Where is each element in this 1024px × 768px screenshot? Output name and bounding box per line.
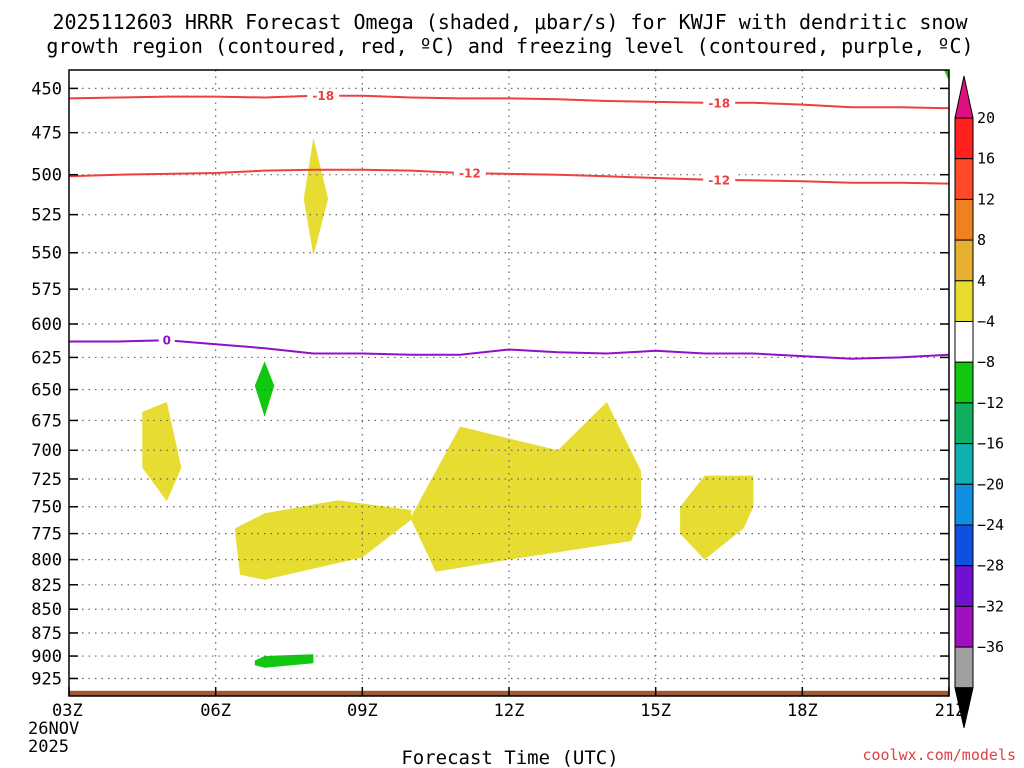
y-tick-label-475: 475 <box>31 124 62 144</box>
omega-region-positive-2 <box>235 500 412 580</box>
contour-label-bg-2-0 <box>158 333 175 348</box>
colorbar-label-0: 20 <box>977 109 995 127</box>
contour-label-0-0: -18 <box>312 89 334 103</box>
colorbar-segment-10 <box>954 524 974 567</box>
colorbar-segment-6 <box>954 361 974 404</box>
colorbar-label-10: −24 <box>977 516 1004 534</box>
x-tick-label-12: 12Z <box>494 701 525 721</box>
colorbar-segment-5 <box>954 321 974 363</box>
y-tick-label-625: 625 <box>31 348 62 368</box>
colorbar-label-11: −28 <box>977 557 1004 575</box>
colorbar-label-12: −32 <box>977 597 1004 615</box>
omega-region-positive-1 <box>142 402 182 502</box>
contour-label-bg-1-0 <box>453 166 486 181</box>
colorbar-segment-12 <box>954 605 974 648</box>
contour-label-2-0: 0 <box>163 334 171 348</box>
colorbar-segment-4 <box>954 280 974 322</box>
colorbar-segment-0 <box>954 117 974 160</box>
y-tick-label-800: 800 <box>31 551 62 571</box>
colorbar-segment-8 <box>954 443 974 485</box>
x-date-line-2: 2025 <box>28 737 69 757</box>
y-tick-label-650: 650 <box>31 381 62 401</box>
colorbar-label-13: −36 <box>977 638 1004 656</box>
colorbar-label-7: −12 <box>977 394 1004 412</box>
colorbar-label-8: −16 <box>977 435 1004 453</box>
y-tick-label-725: 725 <box>31 470 62 490</box>
y-tick-label-675: 675 <box>31 411 62 431</box>
x-tick-label-3: 03Z <box>52 701 83 721</box>
colorbar-segment-1 <box>954 158 974 200</box>
colorbar-label-9: −20 <box>977 475 1004 493</box>
x-axis-label: Forecast Time (UTC) <box>401 747 618 768</box>
contour-label-0-1: -18 <box>708 96 730 110</box>
omega-region-positive-0 <box>303 137 329 256</box>
x-tick-label-21: 21Z <box>935 701 966 721</box>
colorbar-label-4: 4 <box>977 272 986 290</box>
colorbar-segment-13 <box>954 646 974 689</box>
colorbar-label-3: 8 <box>977 231 986 249</box>
colorbar-label-5: −4 <box>977 313 995 331</box>
x-tick-label-6: 06Z <box>200 701 231 721</box>
colorbar-label-6: −8 <box>977 353 995 371</box>
omega-shaded-regions <box>142 70 949 668</box>
chart-title-line-1: 2025112603 HRRR Forecast Omega (shaded, … <box>52 10 968 34</box>
colorbar-segment-9 <box>954 483 974 526</box>
contour-line-2 <box>69 339 950 360</box>
colorbar-segment-2 <box>954 198 974 241</box>
x-tick-label-15: 15Z <box>640 701 671 721</box>
contour-line-0 <box>68 94 950 110</box>
y-tick-label-575: 575 <box>31 280 62 300</box>
omega-region-positive-3 <box>411 402 641 572</box>
y-tick-label-850: 850 <box>31 600 62 620</box>
y-tick-label-825: 825 <box>31 576 62 596</box>
contour-line-1 <box>68 168 950 185</box>
contour-label-bg-0-1 <box>703 95 736 110</box>
y-tick-label-775: 775 <box>31 525 62 545</box>
colorbar-label-1: 16 <box>977 150 995 168</box>
y-tick-label-500: 500 <box>31 166 62 186</box>
y-tick-label-875: 875 <box>31 624 62 644</box>
contour-label-bg-0-0 <box>307 88 340 103</box>
y-tick-label-600: 600 <box>31 315 62 335</box>
temperature-contours: -18 -18 -12 -12 0 <box>68 88 950 360</box>
y-tick-label-900: 900 <box>31 647 62 667</box>
y-tick-label-450: 450 <box>31 79 62 99</box>
colorbar-segment-3 <box>954 239 974 282</box>
x-tick-label-18: 18Z <box>787 701 818 721</box>
y-tick-label-700: 700 <box>31 441 62 461</box>
omega-region-positive-4 <box>680 475 754 560</box>
y-tick-label-750: 750 <box>31 498 62 518</box>
colorbar-segment-7 <box>954 402 974 445</box>
colorbar-label-2: 12 <box>977 190 995 208</box>
omega-region-negative-7 <box>944 70 949 82</box>
x-date-line-1: 26NOV <box>28 719 79 739</box>
x-tick-label-9: 09Z <box>347 701 378 721</box>
y-tick-label-525: 525 <box>31 206 62 226</box>
colorbar-top-arrow <box>954 75 974 119</box>
grid-lines <box>69 70 949 696</box>
y-tick-label-550: 550 <box>31 244 62 264</box>
contour-label-1-1: -12 <box>708 173 730 187</box>
y-tick-label-925: 925 <box>31 669 62 689</box>
omega-region-negative-6 <box>254 654 314 668</box>
source-credit: coolwx.com/models <box>862 746 1016 764</box>
chart-title-line-2: growth region (contoured, red, ºC) and f… <box>46 34 973 58</box>
contour-label-1-0: -12 <box>459 167 481 181</box>
x-axis-ticks: 03Z 06Z 09Z 12Z 15Z 18Z 21Z <box>52 687 965 721</box>
y-axis-ticks: 450 475 500 525 550 575 600 625 650 675 700 725 750 7… <box>31 79 949 689</box>
contour-label-bg-1-1 <box>703 172 736 187</box>
colorbar-segment-11 <box>954 565 974 607</box>
colorbar-bottom-arrow <box>954 687 974 728</box>
colorbar: 20 16 12 8 4 −4 −8 −12 −16 −20 −24 −28 −32 −36 <box>954 75 1004 728</box>
